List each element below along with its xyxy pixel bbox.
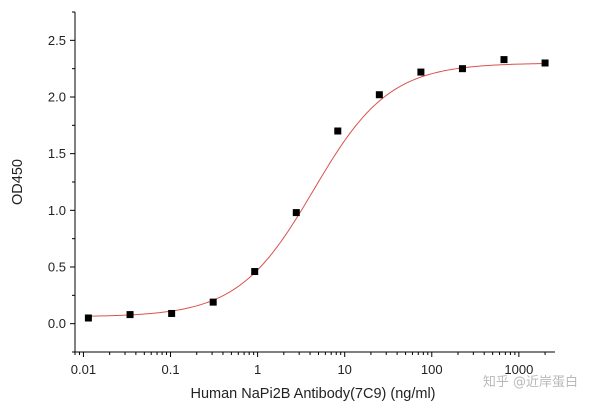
data-points: [84, 56, 549, 322]
x-axis-ticks: 0.01 0.1 1 10 100 1000: [71, 352, 546, 377]
data-point: [209, 298, 217, 306]
y-axis-title: OD450: [10, 159, 26, 205]
watermark: 知乎 @近岸蛋白: [483, 374, 578, 390]
data-point: [251, 268, 259, 276]
fit-curve: [88, 63, 546, 317]
data-point: [541, 59, 549, 67]
x-tick-label: 100: [421, 362, 443, 377]
data-point: [334, 127, 342, 135]
data-point: [417, 68, 425, 76]
y-tick-label: 1.0: [48, 203, 66, 218]
data-point: [375, 91, 383, 99]
data-point: [126, 311, 134, 319]
y-tick-label: 0.0: [48, 316, 66, 331]
y-tick-label: 2.5: [48, 33, 66, 48]
data-point: [458, 65, 466, 73]
y-tick-label: 0.5: [48, 260, 66, 275]
y-axis-ticks: 0.0 0.5 1.0 1.5 2.0 2.5: [48, 11, 75, 353]
data-point: [292, 209, 300, 217]
plot-frame: [74, 12, 555, 353]
x-tick-label: 10: [337, 362, 351, 377]
y-tick-label: 1.5: [48, 146, 66, 161]
data-point: [84, 314, 92, 322]
x-tick-label: 0.1: [161, 362, 179, 377]
x-tick-label: 0.01: [71, 362, 96, 377]
data-point: [500, 56, 508, 64]
x-axis-title: Human NaPi2B Antibody(7C9) (ng/ml): [191, 386, 436, 402]
data-point: [168, 309, 176, 317]
y-tick-label: 2.0: [48, 90, 66, 105]
x-tick-label: 1: [254, 362, 261, 377]
x-tick-label: 1000: [504, 362, 533, 377]
